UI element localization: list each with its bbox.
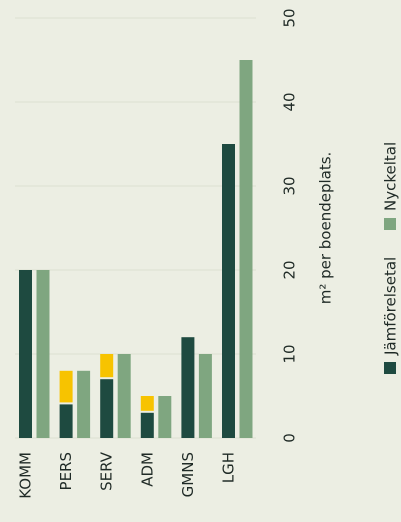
bar [181,337,195,438]
y-tick-label: 10 [281,344,299,363]
y-tick-label: 30 [281,176,299,195]
bar-segment [140,396,154,411]
y-tick-label: 0 [281,433,299,443]
legend-label: Jämförelsetal [382,257,400,356]
bar [158,396,172,438]
x-tick-label: GMNS [179,452,197,497]
legend-label: Nyckeltal [382,142,400,211]
bar [198,354,212,438]
bar [140,412,154,438]
bar [59,404,73,438]
x-tick-label: ADM [138,452,156,487]
bar [77,370,91,438]
legend-swatch [384,218,396,230]
x-tick-label: SERV [98,451,116,491]
bar [239,60,253,438]
bar [100,379,114,438]
bar-segment [100,354,114,378]
y-tick-label: 40 [281,92,299,111]
bar [36,270,50,438]
x-tick-label: LGH [220,452,238,483]
y-tick-label: 50 [281,8,299,27]
legend-swatch [384,362,396,374]
y-tick-label: 20 [281,260,299,279]
y-axis-label: m² per boendeplats. [317,152,335,305]
bar [117,354,131,438]
bar-segment [59,370,73,403]
bar [19,270,32,438]
x-tick-label: PERS [57,452,75,490]
bar [222,144,235,438]
x-tick-label: KOMM [17,452,35,499]
